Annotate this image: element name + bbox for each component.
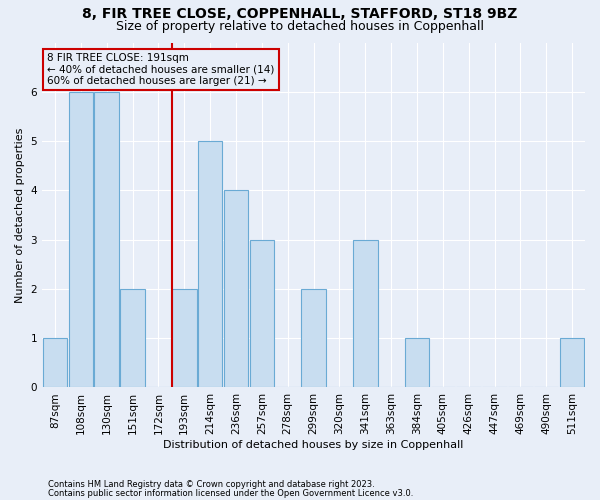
- Text: 8, FIR TREE CLOSE, COPPENHALL, STAFFORD, ST18 9BZ: 8, FIR TREE CLOSE, COPPENHALL, STAFFORD,…: [82, 8, 518, 22]
- Bar: [68, 92, 93, 388]
- Y-axis label: Number of detached properties: Number of detached properties: [15, 128, 25, 302]
- X-axis label: Distribution of detached houses by size in Coppenhall: Distribution of detached houses by size …: [163, 440, 464, 450]
- Bar: [120, 289, 145, 388]
- Bar: [198, 141, 223, 388]
- Bar: [404, 338, 429, 388]
- Bar: [172, 289, 197, 388]
- Bar: [250, 240, 274, 388]
- Bar: [94, 92, 119, 388]
- Bar: [560, 338, 584, 388]
- Text: Contains HM Land Registry data © Crown copyright and database right 2023.: Contains HM Land Registry data © Crown c…: [48, 480, 375, 489]
- Text: Contains public sector information licensed under the Open Government Licence v3: Contains public sector information licen…: [48, 488, 413, 498]
- Bar: [224, 190, 248, 388]
- Bar: [301, 289, 326, 388]
- Text: 8 FIR TREE CLOSE: 191sqm
← 40% of detached houses are smaller (14)
60% of detach: 8 FIR TREE CLOSE: 191sqm ← 40% of detach…: [47, 53, 275, 86]
- Bar: [353, 240, 377, 388]
- Bar: [43, 338, 67, 388]
- Text: Size of property relative to detached houses in Coppenhall: Size of property relative to detached ho…: [116, 20, 484, 33]
